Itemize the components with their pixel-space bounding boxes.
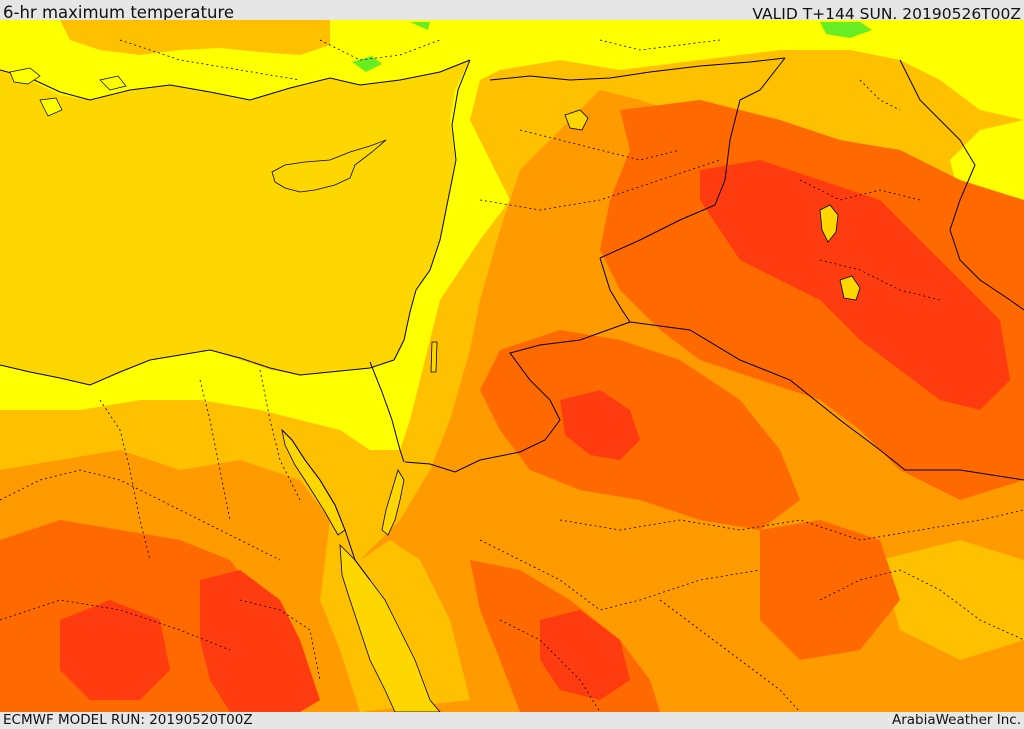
light-orange-patch-south: [880, 540, 1024, 660]
coast-turkey: [0, 59, 471, 101]
lake-razzaza: [839, 275, 861, 301]
border-syria-turkey: [489, 57, 786, 81]
admin-boundaries: [0, 39, 1024, 712]
dark-orange-saudi: [480, 330, 800, 530]
coast-sinai-west: [281, 429, 371, 581]
borders: [369, 57, 1024, 481]
green-patch-east: [820, 22, 872, 38]
dark-orange-south-east: [760, 520, 900, 660]
temperature-map[interactable]: [0, 20, 1024, 712]
map-canvas: [0, 20, 1024, 712]
border-iraq-iran: [899, 59, 1024, 311]
mediterranean-sea: [0, 20, 470, 385]
lake-tharthar: [819, 204, 839, 243]
lake-assad: [564, 109, 589, 131]
map-header: 6-hr maximum temperature VALID T+144 SUN…: [0, 0, 1024, 23]
credit-label: ArabiaWeather Inc.: [891, 712, 1021, 728]
red-core-egypt-west: [60, 600, 170, 700]
turkey-land-orange: [60, 20, 330, 55]
dead-sea: [430, 341, 438, 373]
green-patch-west: [352, 56, 382, 72]
border-jordan-saudi: [404, 321, 631, 473]
border-iraq-saudi: [629, 321, 1024, 481]
aegean-islands: [9, 67, 127, 117]
red-core-egypt: [200, 570, 320, 712]
valid-time: VALID T+144 SUN. 20190526T00Z: [752, 5, 1021, 23]
model-run-label: ECMWF MODEL RUN: 20190520T00Z: [3, 712, 253, 728]
border-syria-iraq: [599, 57, 786, 259]
border-jordan-iraq: [599, 257, 631, 323]
coast-levant: [393, 59, 471, 361]
coastlines: [0, 59, 471, 581]
border-sinai: [369, 361, 405, 463]
red-sea: [339, 543, 441, 712]
coast-egypt: [0, 349, 395, 386]
red-core-hejaz: [540, 610, 630, 700]
gulf-of-aqaba: [381, 469, 405, 536]
map-title: 6-hr maximum temperature: [3, 3, 235, 22]
green-patch-north: [410, 22, 430, 30]
red-core-saudi: [560, 390, 640, 460]
cyprus: [271, 139, 387, 193]
map-footer: ECMWF MODEL RUN: 20190520T00Z ArabiaWeat…: [0, 712, 1024, 729]
